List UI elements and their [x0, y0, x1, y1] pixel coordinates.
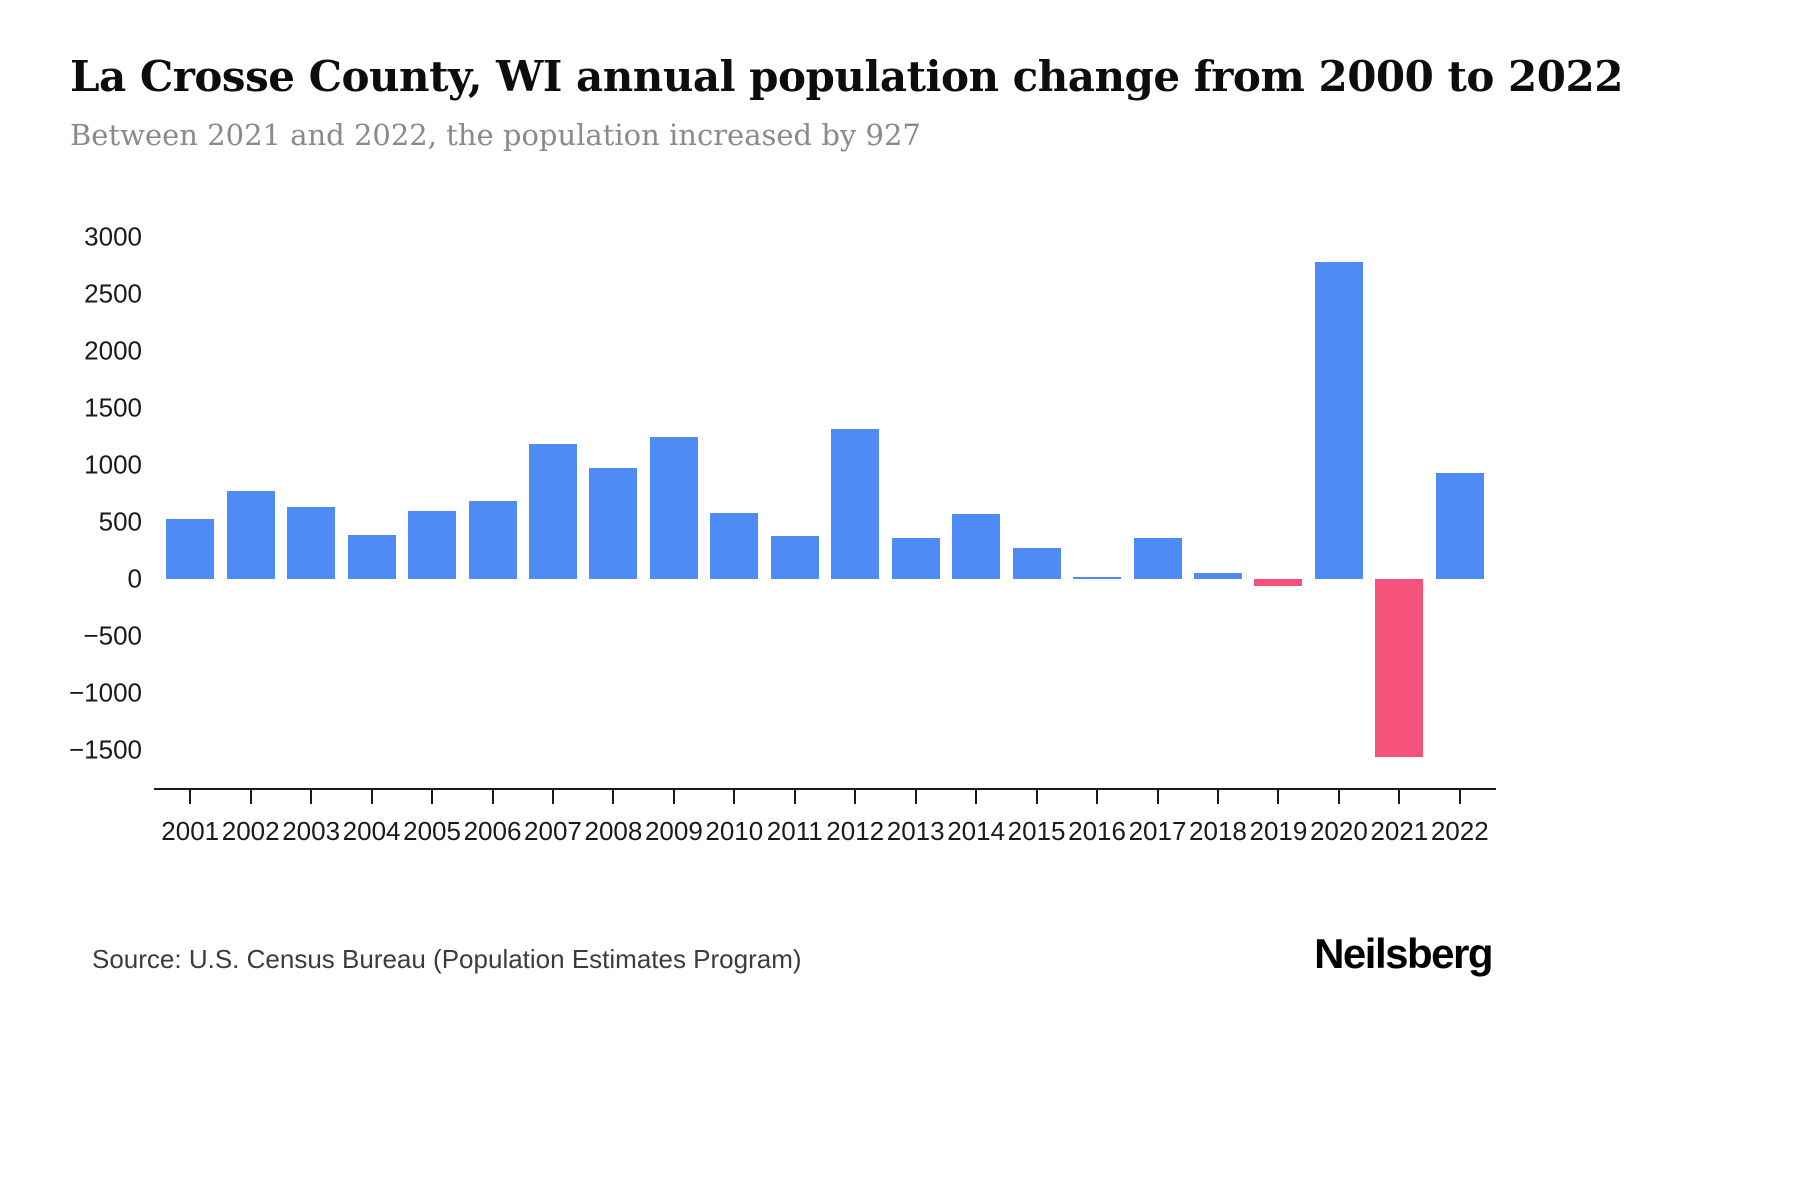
bar-2012 — [831, 428, 880, 579]
y-axis-label: 0 — [127, 563, 142, 594]
x-axis-label: 2004 — [342, 816, 401, 846]
bar-2008 — [589, 468, 638, 579]
x-axis-tick — [793, 788, 796, 804]
x-axis-label: 2014 — [947, 816, 1006, 846]
bar-2017 — [1133, 537, 1182, 579]
x-axis-label: 2018 — [1189, 816, 1247, 846]
x-axis-tick — [672, 788, 675, 804]
bar-2006 — [468, 501, 517, 579]
bar-2013 — [891, 537, 940, 579]
bar-2016 — [1073, 576, 1122, 579]
x-axis-label: 2009 — [644, 816, 703, 846]
y-axis-label: −1000 — [68, 677, 142, 708]
x-axis-label: 2001 — [161, 816, 220, 846]
bar-2015 — [1012, 548, 1061, 579]
x-axis-tick — [612, 788, 615, 804]
x-axis-tick — [1277, 788, 1280, 804]
x-axis-label: 2010 — [705, 816, 764, 846]
x-axis-tick — [1458, 788, 1461, 804]
x-axis-label: 2006 — [463, 816, 522, 846]
x-axis-tick — [1216, 788, 1219, 804]
chart-title: La Crosse County, WI annual population c… — [70, 52, 1623, 101]
bar-2020 — [1314, 262, 1363, 579]
x-axis-label: 2013 — [886, 816, 945, 846]
x-axis-label: 2007 — [524, 816, 582, 846]
y-axis-label: −1500 — [68, 734, 142, 765]
x-axis-label: 2002 — [221, 816, 280, 846]
x-axis-label: 2003 — [282, 816, 341, 846]
x-axis-line — [154, 788, 1496, 790]
x-axis-label: 2022 — [1430, 816, 1489, 846]
bar-2007 — [528, 444, 577, 579]
x-axis-tick — [189, 788, 192, 804]
x-axis-tick — [249, 788, 252, 804]
x-axis-label: 2019 — [1249, 816, 1308, 846]
brand-logo: Neilsberg — [1314, 930, 1493, 977]
x-axis-label: 2017 — [1128, 816, 1187, 846]
bar-2019 — [1254, 579, 1303, 586]
x-axis-tick — [1337, 788, 1340, 804]
x-axis-tick — [551, 788, 554, 804]
x-axis-tick — [733, 788, 736, 804]
x-axis-tick — [1035, 788, 1038, 804]
bar-2014 — [952, 514, 1001, 579]
y-axis-label: 1500 — [84, 392, 142, 423]
chart-subtitle: Between 2021 and 2022, the population in… — [70, 118, 921, 152]
x-axis-label: 2021 — [1370, 816, 1429, 846]
bar-2018 — [1193, 572, 1242, 579]
bar-2002 — [226, 491, 275, 579]
x-axis-tick — [975, 788, 978, 804]
x-axis-tick — [431, 788, 434, 804]
y-axis-label: 2000 — [84, 335, 142, 366]
x-axis-tick — [310, 788, 313, 804]
bar-2009 — [649, 436, 698, 579]
x-axis-label: 2016 — [1068, 816, 1126, 846]
x-axis-tick — [370, 788, 373, 804]
x-axis-tick — [914, 788, 917, 804]
y-axis-label: 3000 — [84, 221, 142, 252]
y-axis-label: 2500 — [84, 278, 142, 309]
x-axis-label: 2020 — [1309, 816, 1368, 846]
y-axis-label: −500 — [83, 620, 142, 651]
x-axis-tick — [1156, 788, 1159, 804]
bar-2001 — [166, 518, 215, 579]
bar-2004 — [347, 534, 396, 579]
x-axis-tick — [1398, 788, 1401, 804]
x-axis-tick — [491, 788, 494, 804]
x-axis-tick — [1096, 788, 1099, 804]
bar-2011 — [770, 535, 819, 579]
y-axis-label: 500 — [98, 506, 142, 537]
x-axis-label: 2012 — [826, 816, 885, 846]
x-axis-label: 2005 — [403, 816, 461, 846]
y-axis-label: 1000 — [84, 449, 142, 480]
bar-2005 — [408, 510, 457, 579]
x-axis-label: 2008 — [584, 816, 643, 846]
source-note: Source: U.S. Census Bureau (Population E… — [92, 944, 802, 974]
x-axis-label: 2015 — [1007, 816, 1066, 846]
bar-2003 — [287, 507, 336, 579]
x-axis-label: 2011 — [766, 816, 823, 846]
x-axis-tick — [854, 788, 857, 804]
bar-2022 — [1435, 473, 1484, 579]
bar-2021 — [1375, 579, 1424, 757]
bar-2010 — [710, 512, 759, 579]
